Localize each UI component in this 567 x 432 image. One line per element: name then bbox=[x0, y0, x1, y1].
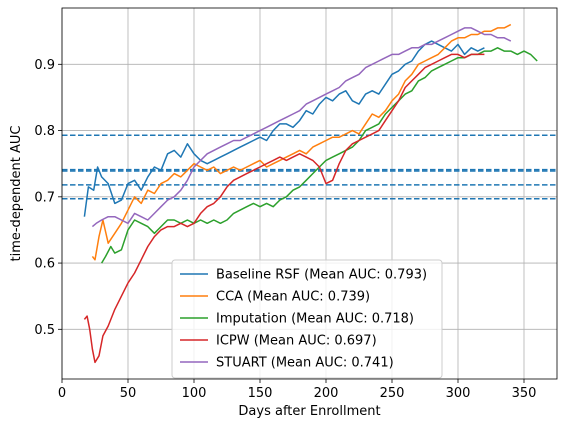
y-axis-label: time-dependent AUC bbox=[9, 125, 24, 261]
x-tick-label: 50 bbox=[120, 386, 137, 401]
x-axis-ticks: 0 50 100 150 200 250 300 350 bbox=[58, 379, 537, 401]
y-tick-label: 0.6 bbox=[34, 257, 55, 272]
plot-frame bbox=[61, 7, 558, 380]
legend-entry: ICPW (Mean AUC: 0.697) bbox=[216, 334, 377, 349]
series-line-baseline-rsf bbox=[83, 40, 485, 217]
x-tick-label: 100 bbox=[182, 386, 207, 401]
series-line-cca bbox=[91, 23, 512, 261]
x-axis-label: Days after Enrollment bbox=[238, 404, 380, 419]
legend-entry: Baseline RSF (Mean AUC: 0.793) bbox=[216, 268, 427, 283]
legend-entry: CCA (Mean AUC: 0.739) bbox=[216, 290, 370, 305]
x-tick-label: 350 bbox=[512, 386, 537, 401]
legend: Baseline RSF (Mean AUC: 0.793) CCA (Mean … bbox=[171, 259, 443, 379]
y-tick-label: 0.5 bbox=[34, 323, 55, 338]
y-tick-label: 0.9 bbox=[34, 58, 55, 73]
x-tick-label: 150 bbox=[248, 386, 273, 401]
legend-box bbox=[171, 259, 443, 379]
x-tick-label: 200 bbox=[314, 386, 339, 401]
legend-entry: STUART (Mean AUC: 0.741) bbox=[216, 356, 394, 371]
series-line-icpw bbox=[83, 53, 485, 364]
y-tick-label: 0.8 bbox=[34, 124, 55, 139]
y-tick-label: 0.7 bbox=[34, 190, 55, 205]
legend-entry: Imputation (Mean AUC: 0.718) bbox=[216, 312, 414, 327]
x-tick-label: 300 bbox=[446, 386, 471, 401]
x-tick-label: 0 bbox=[58, 386, 66, 401]
series-line-stuart bbox=[91, 27, 512, 228]
y-axis-ticks: 0.5 0.6 0.7 0.8 0.9 bbox=[34, 58, 62, 338]
x-tick-label: 250 bbox=[380, 386, 405, 401]
plot-series bbox=[83, 23, 538, 364]
